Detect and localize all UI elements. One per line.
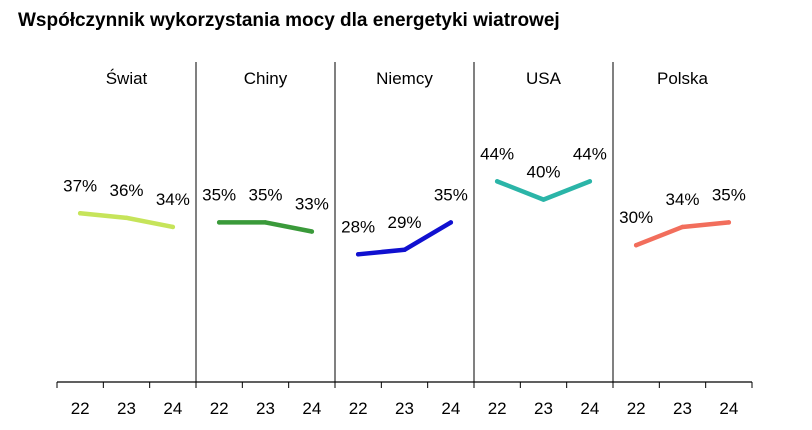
data-label: 37%: [63, 176, 97, 195]
panel-title: Polska: [657, 69, 709, 88]
data-label: 30%: [619, 208, 653, 227]
data-label: 35%: [202, 185, 236, 204]
x-tick-label: 22: [210, 399, 229, 418]
x-tick-label: 24: [580, 399, 599, 418]
data-point: [77, 211, 83, 216]
panel-title: USA: [526, 69, 562, 88]
data-label: 29%: [387, 213, 421, 232]
data-point: [633, 243, 639, 248]
x-tick-label: 24: [302, 399, 321, 418]
data-label: 35%: [434, 185, 468, 204]
x-tick-label: 23: [117, 399, 136, 418]
data-point: [587, 179, 593, 184]
data-point: [680, 224, 685, 230]
data-point: [309, 229, 315, 234]
data-label: 35%: [712, 185, 746, 204]
data-point: [124, 215, 129, 221]
data-point: [448, 220, 454, 225]
chart-title: Współczynnik wykorzystania mocy dla ener…: [18, 10, 560, 31]
panel-title: Chiny: [244, 69, 288, 88]
data-label: 33%: [295, 195, 329, 214]
data-label: 34%: [665, 190, 699, 209]
x-tick-label: 23: [673, 399, 692, 418]
series-line: [77, 211, 176, 230]
data-point: [263, 220, 268, 225]
data-point: [216, 220, 222, 225]
data-label: 35%: [248, 185, 282, 204]
data-point: [541, 197, 546, 202]
x-tick-label: 24: [163, 399, 182, 418]
x-tick-label: 23: [256, 399, 275, 418]
x-tick-label: 23: [534, 399, 553, 418]
x-tick-label: 22: [349, 399, 368, 418]
data-label: 36%: [109, 181, 143, 200]
data-label: 44%: [573, 144, 607, 163]
panel-title: Świat: [106, 69, 148, 88]
series-line: [494, 179, 593, 202]
data-point: [170, 224, 176, 230]
data-point: [726, 220, 732, 225]
x-tick-label: 22: [71, 399, 90, 418]
data-point: [494, 179, 500, 184]
x-tick-label: 23: [395, 399, 414, 418]
x-tick-label: 22: [488, 399, 507, 418]
data-point: [355, 252, 361, 257]
data-label: 40%: [526, 163, 560, 182]
x-tick-label: 24: [719, 399, 738, 418]
panel-title: Niemcy: [376, 69, 433, 88]
data-label: 44%: [480, 144, 514, 163]
data-point: [402, 247, 407, 252]
x-tick-label: 22: [627, 399, 646, 418]
x-tick-label: 24: [441, 399, 460, 418]
data-label: 28%: [341, 217, 375, 236]
data-label: 34%: [156, 190, 190, 209]
